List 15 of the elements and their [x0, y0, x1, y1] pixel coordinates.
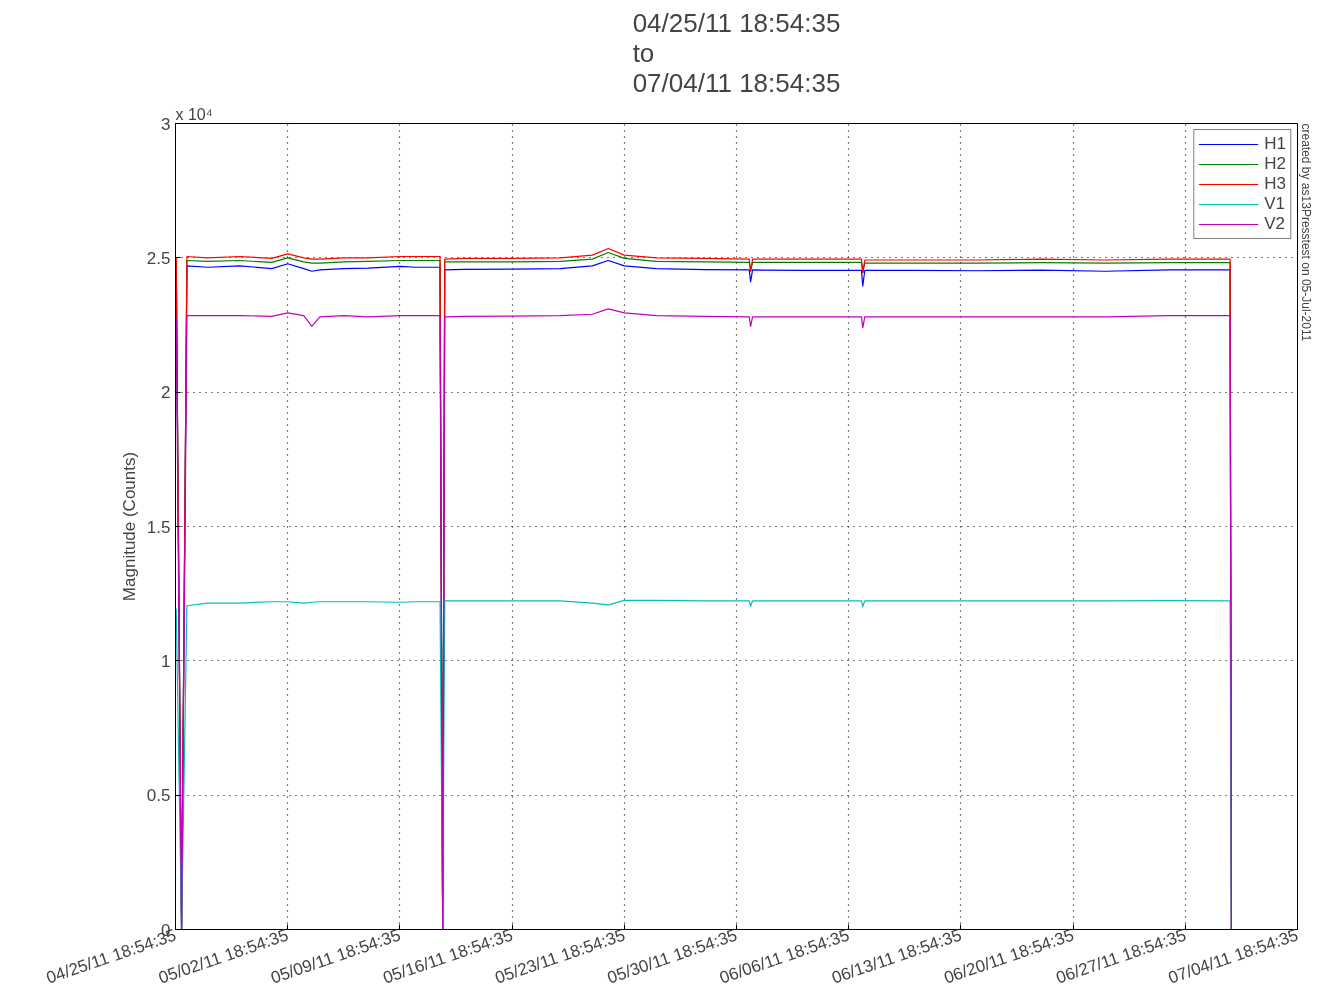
- y-tick-label: 3: [161, 114, 171, 134]
- legend-label: H3: [1264, 174, 1286, 194]
- legend-label: V1: [1264, 194, 1286, 214]
- chart-title: 04/25/11 18:54:35 to 07/04/11 18:54:35: [632, 7, 841, 98]
- legend-label: H2: [1264, 154, 1286, 174]
- text: created by as13Presstest on 05-Jul-2011: [1298, 123, 1313, 342]
- legend-label: H1: [1264, 134, 1286, 154]
- text: x 10⁴: [175, 105, 213, 123]
- y-tick-label: 2: [161, 383, 171, 403]
- y-tick-label: 0.5: [146, 786, 171, 806]
- legend-label: V2: [1264, 214, 1286, 234]
- y-tick-label: 1: [161, 651, 171, 671]
- y-axis-title: Magnitude (Counts): [119, 451, 139, 602]
- y-tick-label: 1.5: [146, 517, 171, 537]
- y-tick-label: 2.5: [146, 248, 171, 268]
